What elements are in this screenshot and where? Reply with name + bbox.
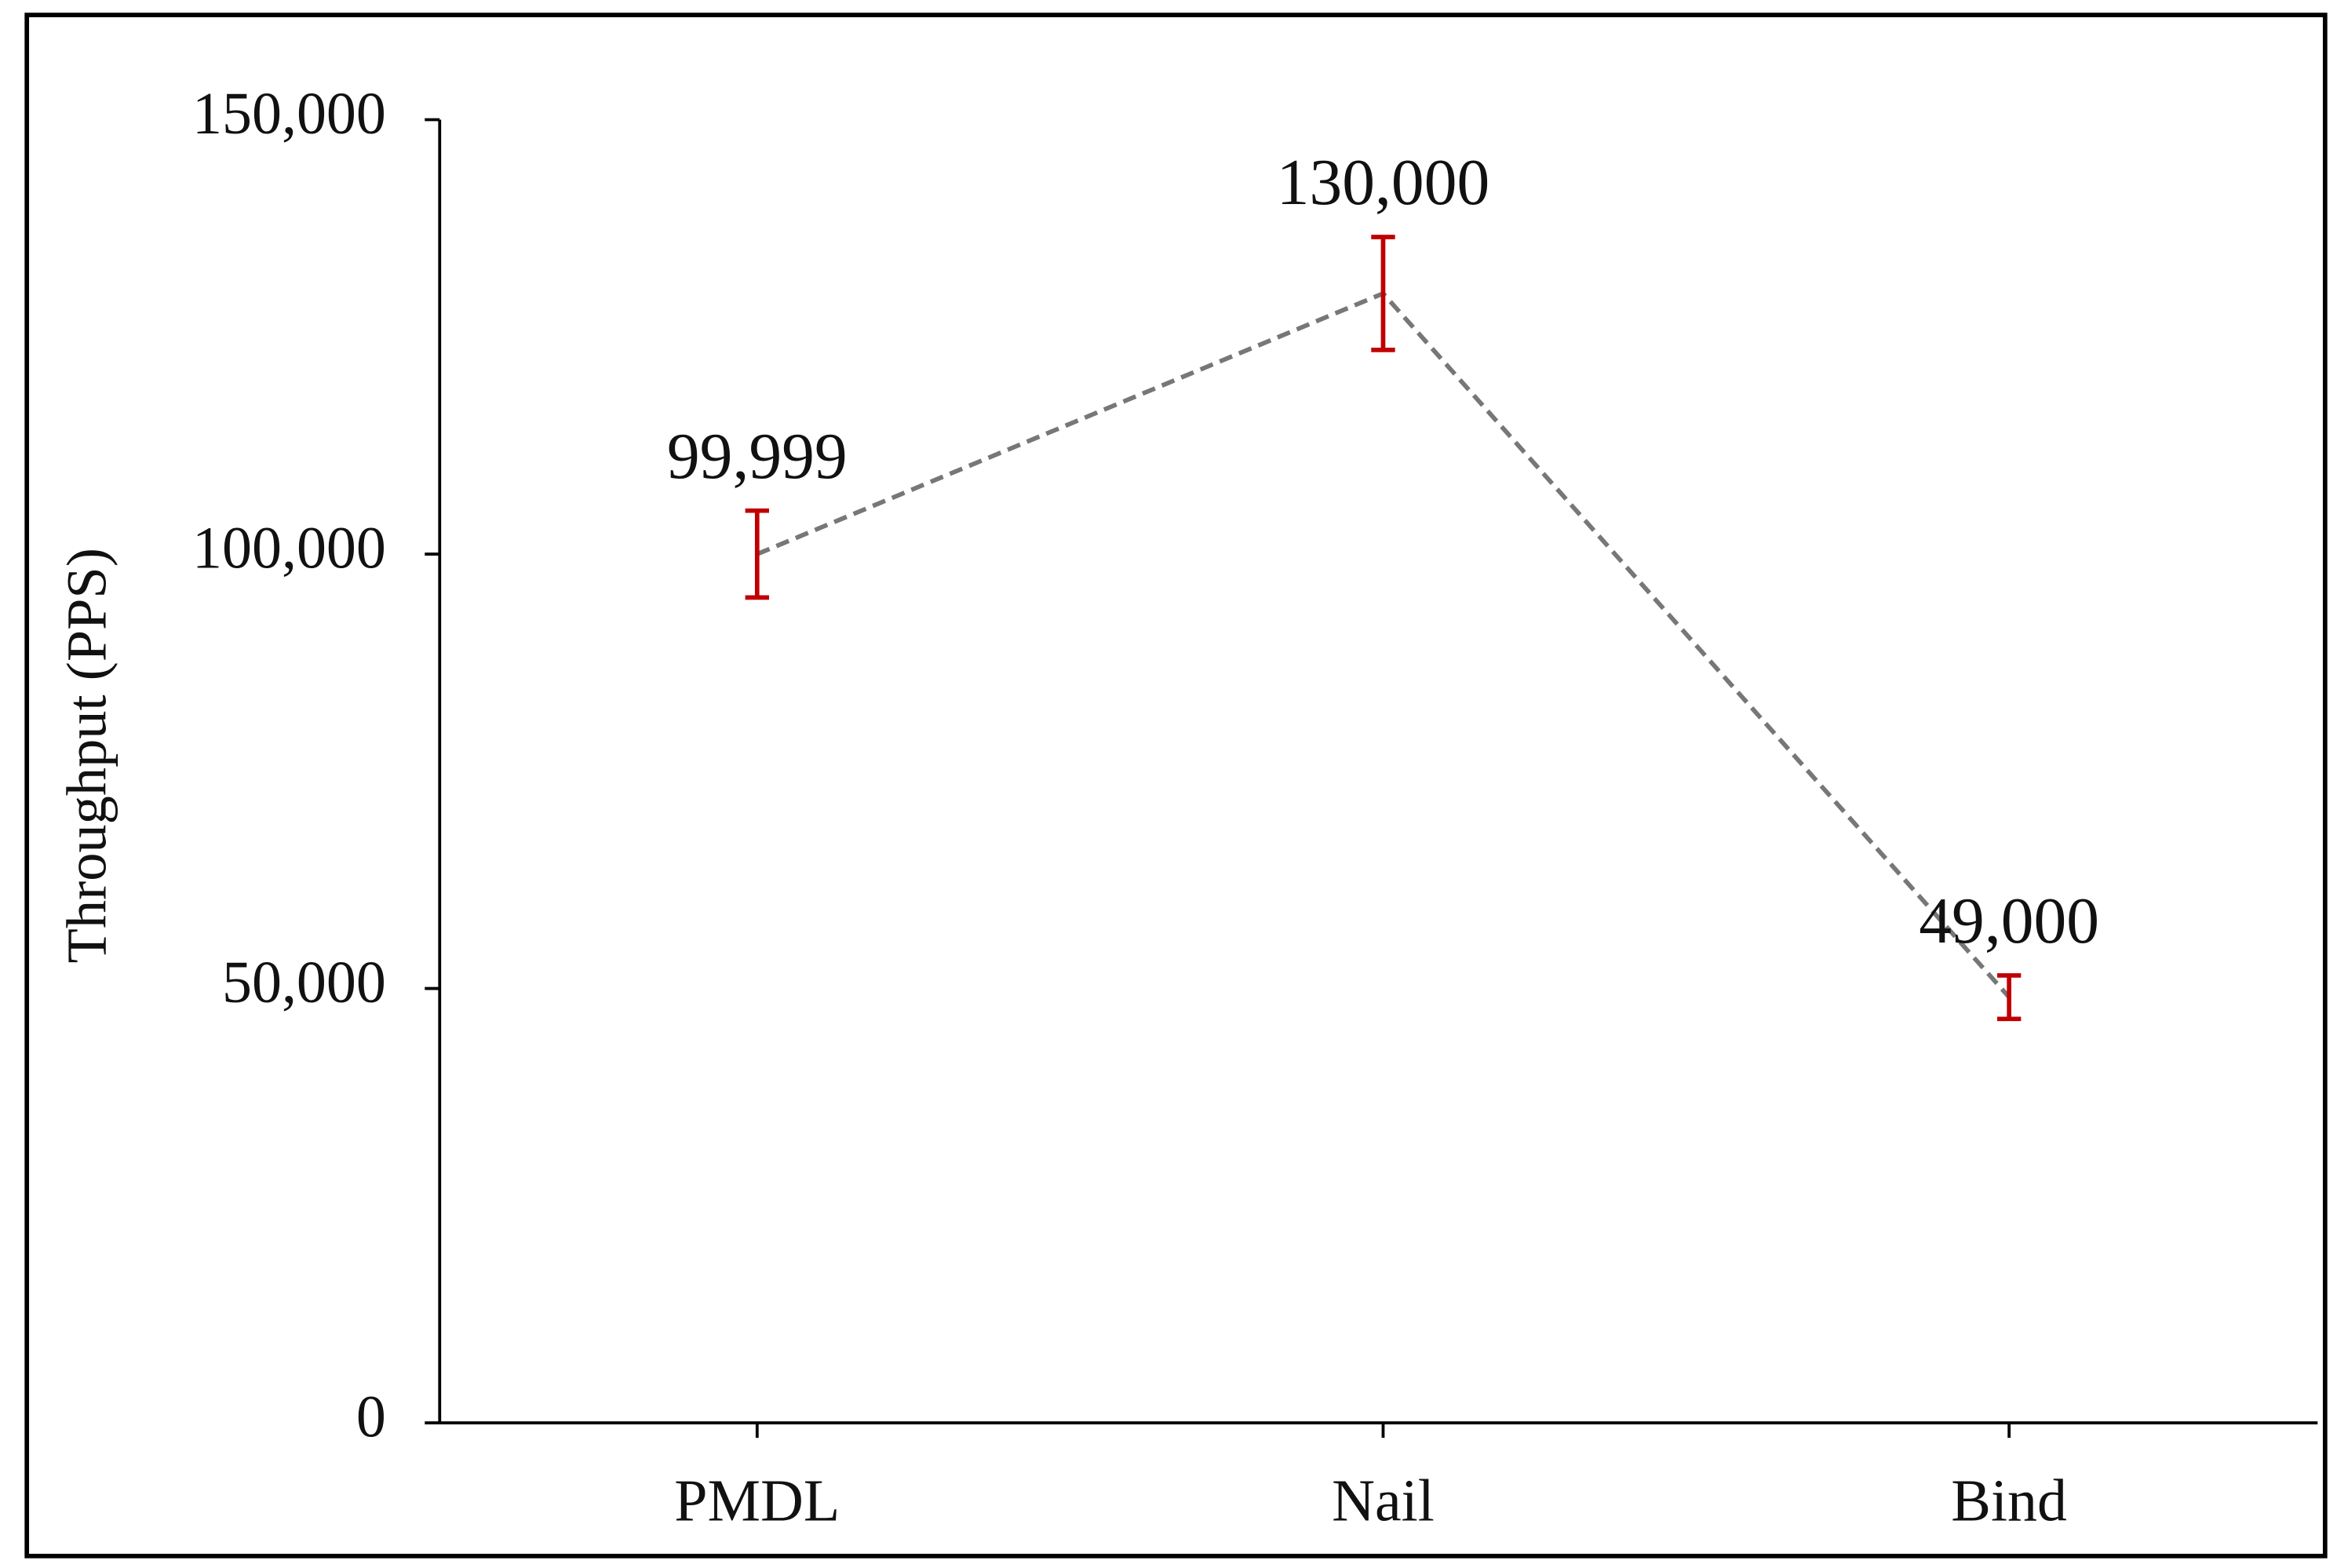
y-tick-label: 0: [356, 1384, 386, 1449]
x-tick-label: Bind: [1951, 1468, 2067, 1533]
y-tick-label: 50,000: [222, 950, 386, 1016]
line: [756, 290, 2011, 999]
y-tick-label: 100,000: [192, 515, 386, 581]
data-label: 99,999: [667, 420, 848, 493]
frame: [24, 13, 2328, 1559]
data-label: 130,000: [1277, 146, 1490, 219]
y-tick-label: 150,000: [192, 81, 386, 147]
data-label: 49,000: [1919, 884, 2099, 957]
y-axis-label: Throughput (PPS): [55, 548, 118, 963]
x-tick-label: Nail: [1332, 1468, 1435, 1533]
x-tick-label: PMDL: [674, 1468, 840, 1533]
